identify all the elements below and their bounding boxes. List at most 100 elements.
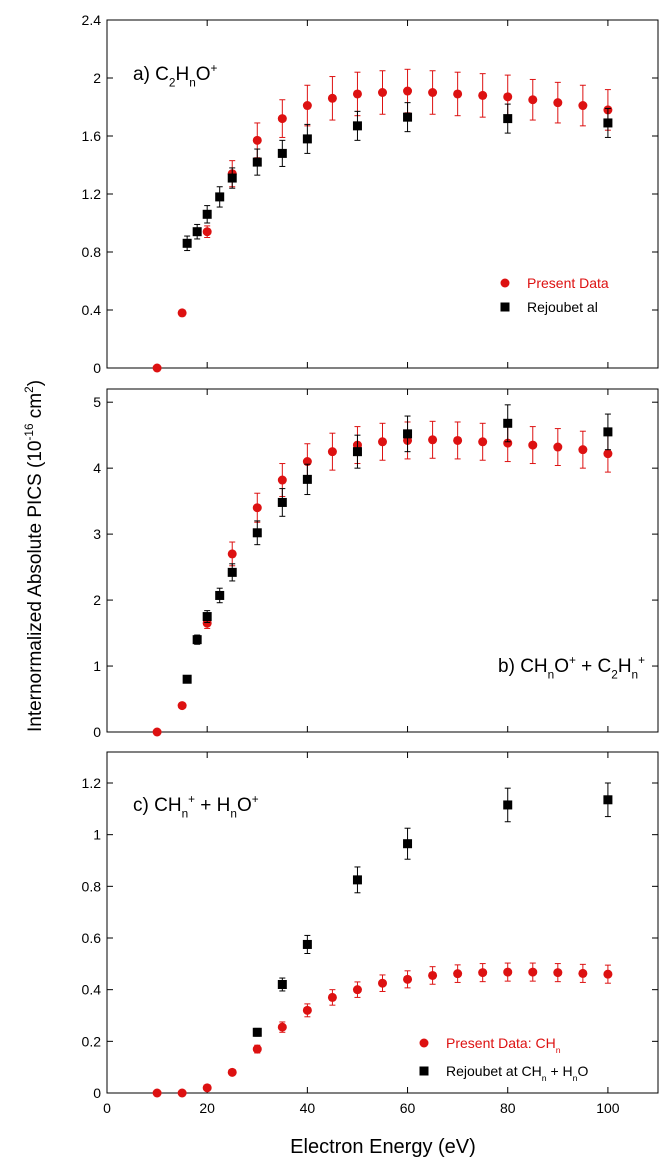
legend-marker-rejoubet: [419, 1066, 429, 1076]
rejoubet-point: [603, 427, 613, 437]
rejoubet-point: [192, 227, 202, 237]
x-tick-label: 60: [400, 1100, 416, 1116]
panel-c-annotation-part: c) CH: [133, 795, 182, 816]
present-point: [453, 969, 463, 979]
panel-b-annotation-part: + C: [576, 656, 611, 677]
present-point: [277, 114, 287, 124]
rejoubet-point: [503, 800, 513, 810]
present-point: [252, 1044, 262, 1054]
x-tick-label: 20: [199, 1100, 215, 1116]
present-point: [177, 701, 187, 711]
rejoubet-point: [182, 674, 192, 684]
x-tick-label: 80: [500, 1100, 516, 1116]
rejoubet-point: [403, 429, 413, 439]
y-tick-label: 1: [93, 827, 101, 843]
panel-a-annotation-part: 2: [169, 76, 176, 90]
panel-b-annotation-part: O: [554, 656, 569, 677]
x-tick-label: 100: [596, 1100, 620, 1116]
present-point: [252, 135, 262, 145]
present-point: [177, 308, 187, 318]
rejoubet-point: [302, 474, 312, 484]
present-point: [503, 967, 513, 977]
present-point: [302, 1005, 312, 1015]
y-tick-label: 2: [93, 592, 101, 608]
present-point: [528, 967, 538, 977]
panel-c: 0 0.2 0.4 0.6 0.8 1 1.2 0 20 40 60 80 100: [82, 751, 659, 1116]
y-tick-label: 1.6: [82, 128, 102, 144]
legend-label-rejoubet-part: Rejoubet al: [527, 299, 598, 315]
legend-label-present-part: n: [556, 1045, 561, 1055]
y-tick-label: 1: [93, 658, 101, 674]
y-tick-label: 0.8: [82, 244, 102, 260]
present-point: [227, 1067, 237, 1077]
present-point: [428, 435, 438, 445]
y-tick-label: 5: [93, 394, 101, 410]
panel-b-annotation-part: 2: [611, 668, 618, 682]
legend-label-present-part: Present Data: [527, 275, 609, 291]
legend-label-rejoubet-part: O: [577, 1063, 588, 1079]
y-tick-label: 4: [93, 460, 101, 476]
present-point: [528, 440, 538, 450]
present-point: [378, 978, 387, 988]
rejoubet-point: [352, 121, 362, 131]
present-point: [603, 449, 613, 459]
rejoubet-point: [352, 875, 362, 885]
y-axis-label: Internormalized Absolute PICS (10-16 cm2…: [22, 380, 46, 732]
rejoubet-point: [202, 209, 212, 219]
y-tick-label: 0: [93, 724, 101, 740]
present-point: [478, 90, 488, 100]
rejoubet-point: [277, 497, 287, 507]
panel-c-frame: [106, 751, 659, 1094]
y-tick-label: 1.2: [82, 775, 102, 791]
y-axis-label-part: cm: [25, 393, 46, 424]
rejoubet-point: [403, 112, 413, 122]
rejoubet-point: [227, 173, 237, 183]
rejoubet-point: [215, 192, 225, 202]
present-point: [503, 438, 513, 448]
panel-a: 0 0.4 0.8 1.2 1.6 2 2.4: [82, 12, 659, 376]
present-point: [453, 89, 463, 99]
rejoubet-point: [302, 939, 312, 949]
panel-a-annotation: a) C2HnO+: [133, 61, 218, 90]
present-point: [403, 974, 413, 984]
y-tick-label: 0.2: [82, 1033, 102, 1049]
legend-label-rejoubet-part: n: [573, 1073, 578, 1083]
panel-b: 0 1 2 3 4 5: [93, 388, 659, 740]
present-point: [578, 101, 588, 111]
x-tick-label: 40: [300, 1100, 316, 1116]
present-point: [478, 437, 488, 447]
rejoubet-point: [302, 134, 312, 144]
rejoubet-point: [227, 567, 237, 577]
present-point: [202, 1083, 212, 1093]
present-point: [152, 727, 162, 737]
present-point: [553, 442, 563, 452]
rejoubet-point: [192, 635, 202, 645]
y-axis-label-part: Internormalized Absolute PICS (10: [25, 441, 46, 733]
y-tick-label: 0: [93, 360, 101, 376]
rejoubet-point: [403, 839, 413, 849]
present-point: [603, 969, 613, 979]
rejoubet-point: [182, 238, 192, 248]
present-point: [478, 968, 488, 978]
panel-a-annotation-part: n: [189, 76, 196, 90]
present-point: [252, 503, 262, 513]
y-axis-label-part: 2: [22, 386, 36, 393]
panel-c-annotation-part: + H: [195, 795, 230, 816]
present-point: [428, 970, 438, 980]
legend-marker-present: [500, 278, 510, 288]
y-axis-label-part: ): [25, 380, 46, 386]
x-tick-label: 0: [103, 1100, 111, 1116]
panel-c-annotation-part: +: [252, 792, 259, 806]
rejoubet-point: [252, 1027, 262, 1037]
present-point: [327, 447, 337, 457]
y-tick-label: 0.4: [82, 982, 102, 998]
present-point: [578, 445, 588, 455]
legend-label-present-part: Present Data: CH: [446, 1035, 556, 1051]
rejoubet-point: [503, 418, 513, 428]
rejoubet-point: [352, 447, 362, 457]
present-point: [503, 92, 513, 102]
panel-b-frame: [106, 388, 659, 733]
panel-c-annotation-part: n: [230, 807, 237, 821]
rejoubet-point: [215, 590, 225, 600]
